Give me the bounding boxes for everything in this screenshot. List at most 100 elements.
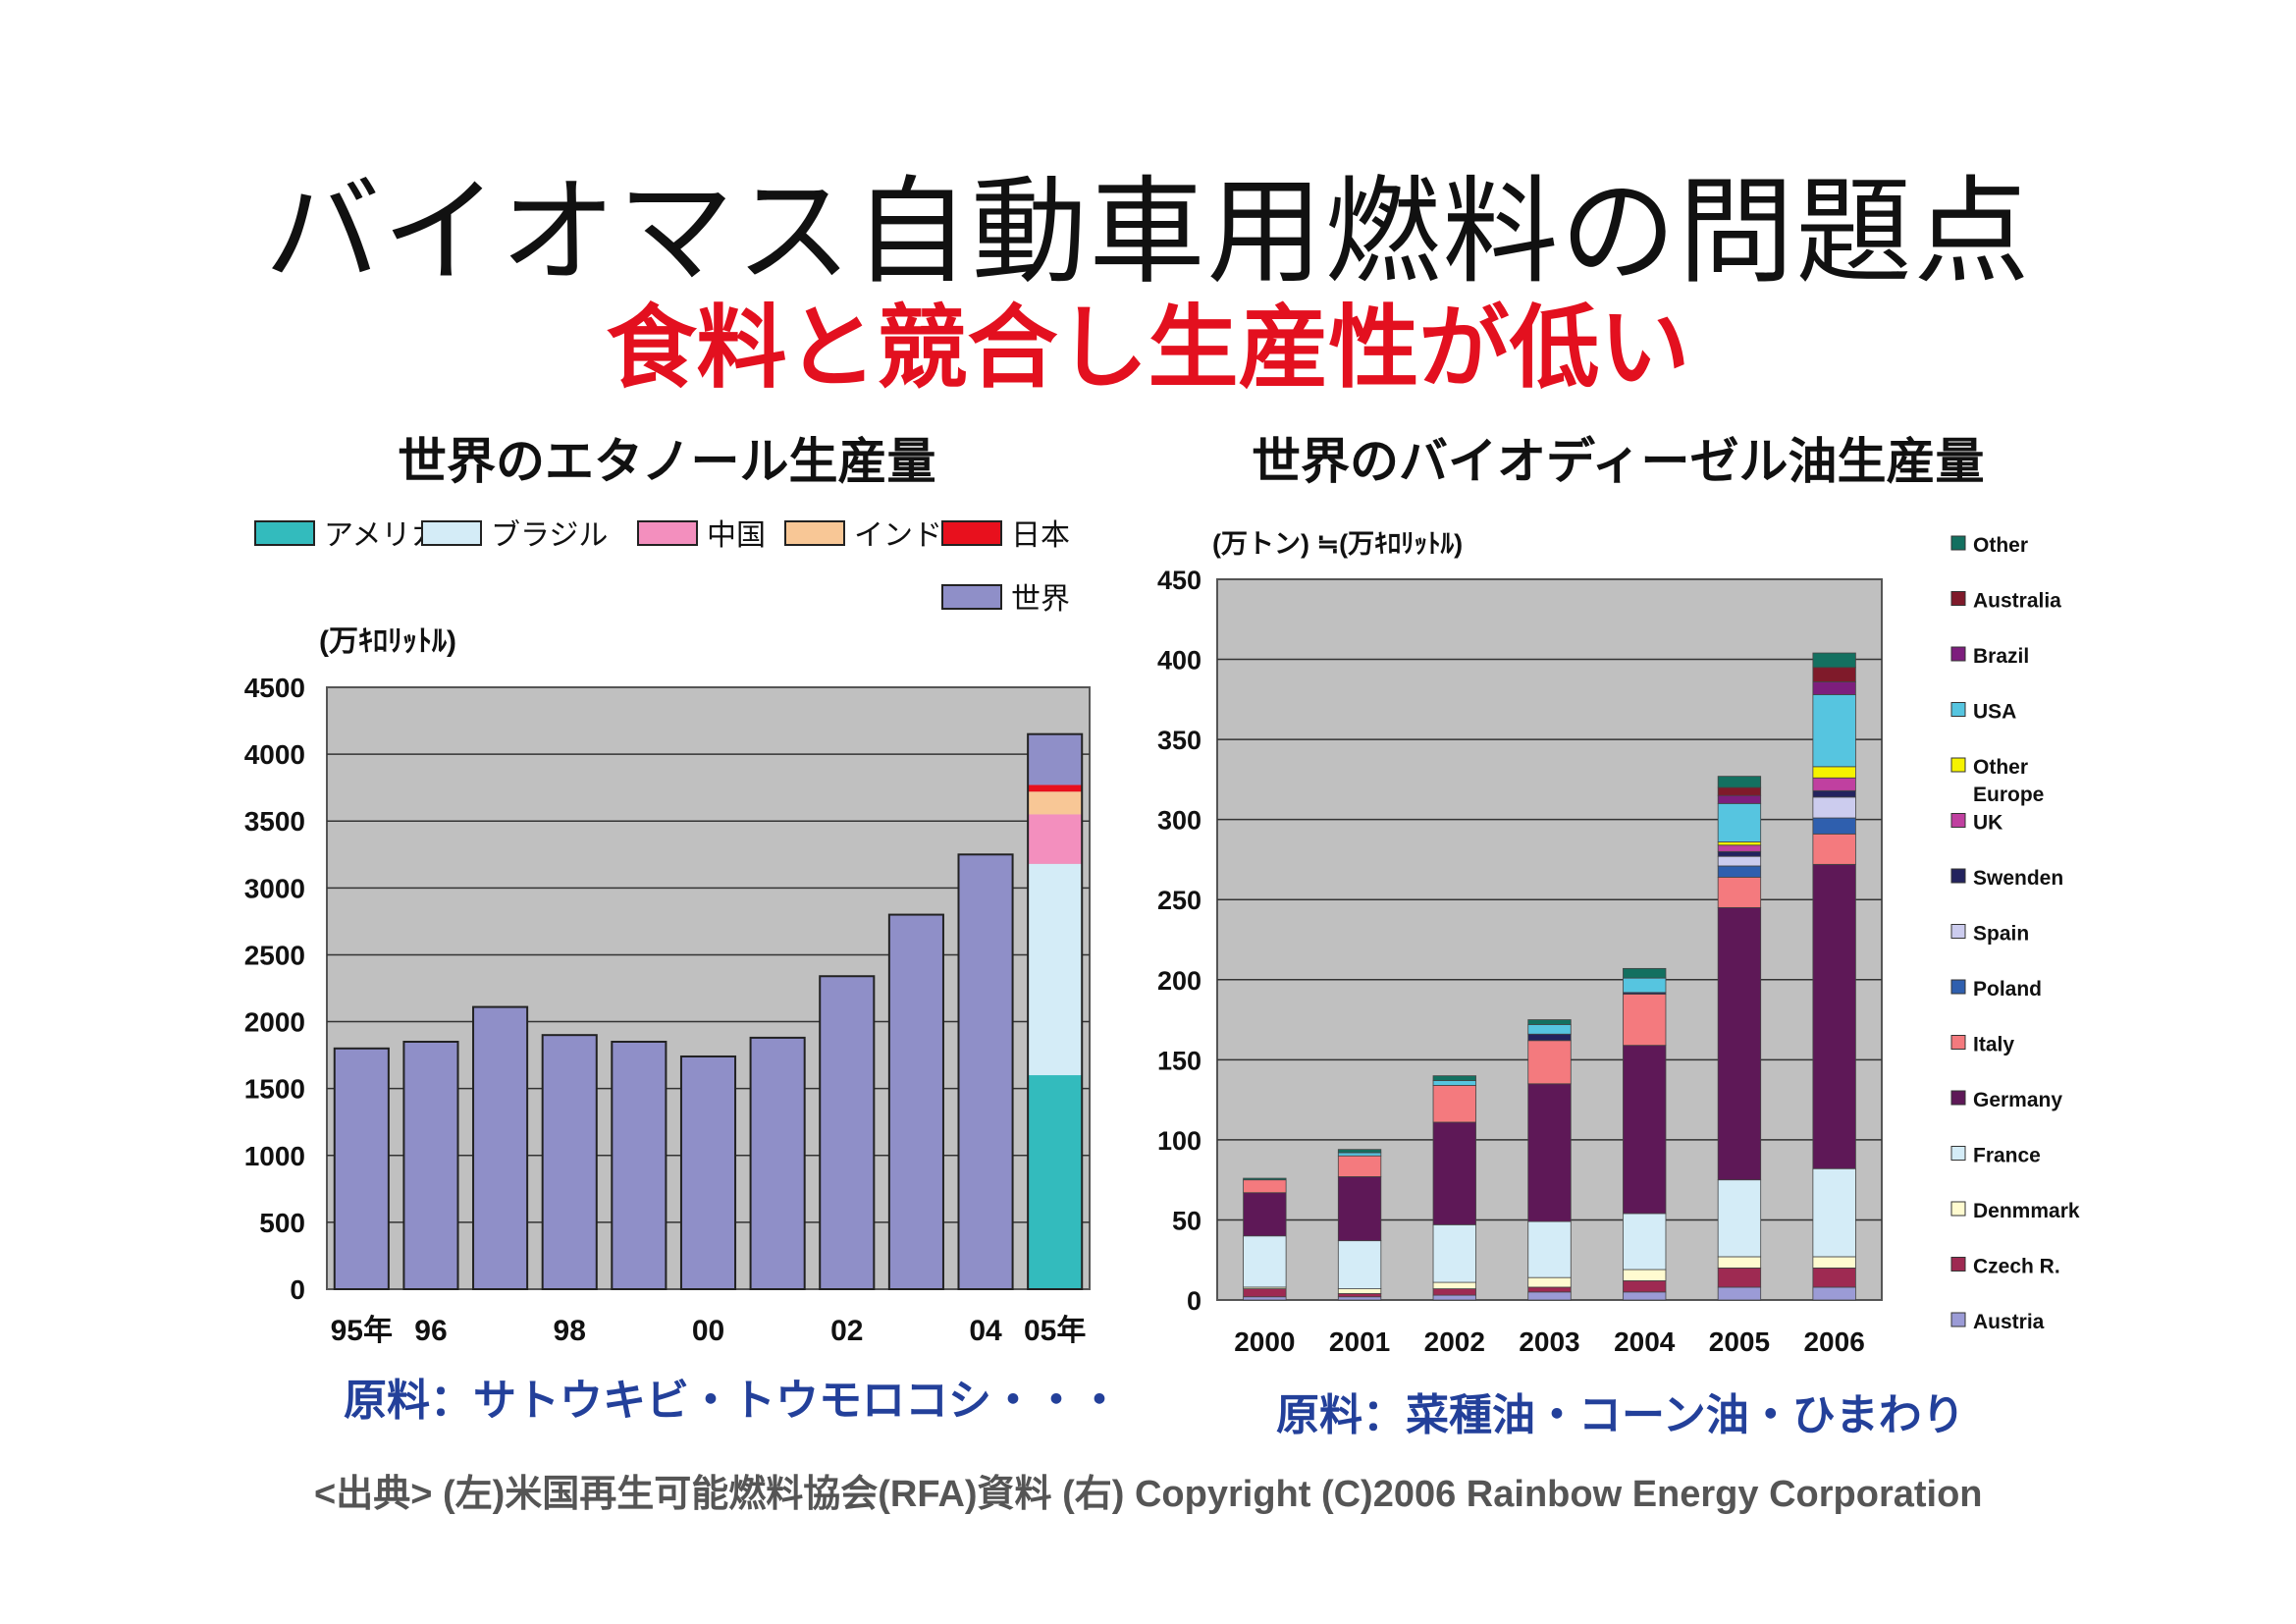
- bar-世界: [819, 975, 876, 1290]
- bar-segment-Czech R.: [1717, 1267, 1762, 1288]
- bar-世界: [333, 1047, 390, 1290]
- bar-segment-Poland: [1717, 865, 1762, 878]
- y-unit-label: (万ｷﾛﾘｯﾄﾙ): [319, 625, 456, 658]
- legend-swatch: [254, 520, 315, 546]
- legend-swatch: [1950, 646, 1966, 662]
- x-tick-label: 2003: [1519, 1326, 1579, 1357]
- legend-label: Czech R.: [1973, 1256, 2060, 1278]
- bar-segment-Denmmark: [1717, 1256, 1762, 1269]
- bar-segment-France: [1527, 1220, 1572, 1278]
- y-tick-label: 450: [1157, 566, 1201, 595]
- legend-label: Swenden: [1973, 867, 2063, 890]
- bar-segment-Other Europe: [1717, 841, 1762, 846]
- y-tick-label: 100: [1157, 1126, 1201, 1156]
- bar-outline: [1027, 732, 1084, 1290]
- legend-label: ブラジル: [491, 519, 608, 552]
- bar-segment-France: [1432, 1223, 1476, 1283]
- bar-segment-Italy: [1337, 1155, 1382, 1177]
- bar-segment-Czech R.: [1527, 1286, 1572, 1293]
- legend-label: USA: [1973, 701, 2016, 724]
- legend-label: Poland: [1973, 978, 2042, 1001]
- legend-label: Germany: [1973, 1089, 2062, 1111]
- x-tick-label: 95年: [331, 1315, 393, 1347]
- bar-segment-Other: [1243, 1177, 1287, 1181]
- legend-swatch: [784, 520, 845, 546]
- bar-segment-Swenden: [1717, 850, 1762, 857]
- legend-swatch: [1950, 535, 1966, 551]
- y-unit-label: (万トン) ≒(万ｷﾛﾘｯﾄﾙ): [1212, 529, 1463, 559]
- bar-segment-Other: [1432, 1075, 1476, 1081]
- biodiesel-material-note: 原料：菜種油・コーン油・ひまわり: [1276, 1390, 1965, 1440]
- legend-swatch: [1950, 813, 1966, 828]
- ethanol-chart-title: 世界のエタノール生産量: [398, 433, 936, 490]
- bar-segment-Germany: [1623, 1045, 1667, 1215]
- bar-segment-Australia: [1812, 667, 1856, 682]
- bar-segment-Denmmark: [1527, 1276, 1572, 1288]
- y-tick-label: 200: [1157, 966, 1201, 996]
- bar-segment-Austria: [1432, 1294, 1476, 1301]
- bar-世界: [679, 1055, 737, 1290]
- x-tick-label: 2005: [1709, 1326, 1770, 1357]
- y-tick-label: 1500: [244, 1074, 305, 1105]
- legend-label: 日本: [1011, 519, 1070, 552]
- x-tick-label: 2001: [1329, 1326, 1390, 1357]
- bar-segment-Denmmark: [1432, 1281, 1476, 1289]
- bar-segment-日本: [1028, 785, 1083, 792]
- legend-label: Other: [1973, 534, 2028, 557]
- x-tick-label: 2004: [1614, 1326, 1676, 1357]
- bar-segment-Germany: [1717, 906, 1762, 1181]
- y-tick-label: 400: [1157, 646, 1201, 676]
- ethanol-material-note: 原料：サトウキビ・トウモロコシ・・・: [344, 1376, 1121, 1426]
- legend-swatch: [1950, 868, 1966, 884]
- bar-segment-Italy: [1623, 994, 1667, 1047]
- y-tick-label: 250: [1157, 886, 1201, 915]
- bar-segment-USA: [1623, 977, 1667, 994]
- x-tick-label: 04: [969, 1315, 1002, 1347]
- bar-世界: [472, 1005, 529, 1290]
- y-tick-label: 50: [1172, 1206, 1201, 1235]
- bar-segment-Brazil: [1812, 680, 1856, 695]
- legend-swatch: [1950, 979, 1966, 995]
- bar-segment-Italy: [1432, 1085, 1476, 1123]
- legend-swatch: [1950, 757, 1966, 773]
- x-tick-label: 05年: [1024, 1315, 1086, 1347]
- legend-swatch: [1950, 1201, 1966, 1217]
- bar-segment-Germany: [1812, 863, 1856, 1169]
- bar-segment-Austria: [1337, 1296, 1382, 1301]
- bar-segment-Germany: [1243, 1192, 1287, 1237]
- bar-segment-Denmmark: [1812, 1256, 1856, 1269]
- bar-segment-Spain: [1812, 796, 1856, 819]
- source-note: <出典> (左)米国再生可能燃料協会(RFA)資料 (右) Copyright …: [314, 1474, 1983, 1515]
- bar-segment-USA: [1337, 1152, 1382, 1157]
- bar-segment-Italy: [1527, 1040, 1572, 1085]
- legend-swatch: [941, 520, 1002, 546]
- bar-segment-USA: [1527, 1024, 1572, 1035]
- bar-segment-UK: [1812, 777, 1856, 791]
- bar-segment-UK: [1717, 844, 1762, 852]
- bar-segment-Denmmark: [1623, 1269, 1667, 1281]
- legend-swatch: [1950, 1090, 1966, 1106]
- bar-segment-Other: [1717, 776, 1762, 788]
- x-tick-label: 96: [414, 1315, 447, 1347]
- y-tick-label: 1000: [244, 1141, 305, 1171]
- bar-segment-Czech R.: [1623, 1280, 1667, 1293]
- legend-label: アメリカ: [324, 519, 441, 552]
- y-tick-label: 0: [1187, 1286, 1201, 1316]
- legend-label: 世界: [1011, 583, 1070, 616]
- bar-segment-Germany: [1432, 1121, 1476, 1225]
- bar-segment-France: [1337, 1240, 1382, 1289]
- legend-swatch: [1950, 1257, 1966, 1272]
- legend-label: Other: [1973, 756, 2028, 779]
- bar-segment-Other: [1812, 652, 1856, 669]
- bar-segment-Austria: [1623, 1291, 1667, 1301]
- bar-segment-ブラジル: [1028, 863, 1083, 1076]
- y-tick-label: 150: [1157, 1046, 1201, 1075]
- bar-segment-Czech R.: [1812, 1267, 1856, 1288]
- bar-segment-世界: [1028, 733, 1083, 785]
- bar-segment-Germany: [1337, 1176, 1382, 1242]
- bar-segment-France: [1243, 1235, 1287, 1288]
- legend-label: Spain: [1973, 923, 2029, 946]
- y-tick-label: 3500: [244, 806, 305, 837]
- bar-世界: [887, 913, 944, 1290]
- legend-label: France: [1973, 1145, 2041, 1167]
